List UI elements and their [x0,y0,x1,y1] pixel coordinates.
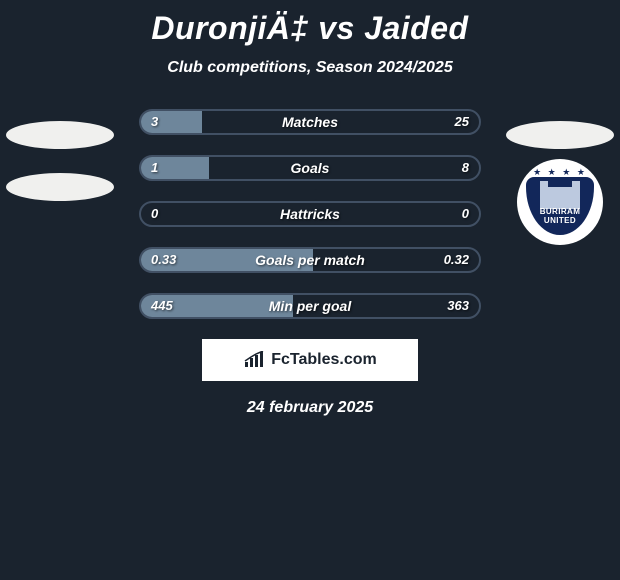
stat-bar-goals-per-match: 0.330.32Goals per match [139,247,481,273]
chart-icon [243,351,265,369]
buriram-crest: ★ ★ ★ ★ BURIRAM UNITED [517,159,603,245]
crest-building-icon [540,187,580,209]
stat-bar-hattricks: 00Hattricks [139,201,481,227]
crest-shield: BURIRAM UNITED [526,177,594,235]
stat-label: Goals per match [141,249,479,271]
footer-date: 24 february 2025 [0,399,620,417]
page-title: DuronjiÄ‡ vs Jaided [0,0,620,47]
comparison-bars: 325Matches 18Goals 00Hattricks 0.330.32Goal… [139,109,481,319]
right-player-badges: ★ ★ ★ ★ BURIRAM UNITED [500,109,620,245]
stat-bar-matches: 325Matches [139,109,481,135]
comparison-content: ★ ★ ★ ★ BURIRAM UNITED 325Matches 18Goals… [0,109,620,319]
brand-box: FcTables.com [202,339,418,381]
stat-label: Matches [141,111,479,133]
left-badge-oval-1 [6,121,114,149]
stat-label: Min per goal [141,295,479,317]
stat-label: Goals [141,157,479,179]
left-player-badges [0,109,120,201]
crest-club-name: BURIRAM UNITED [526,207,594,225]
stat-label: Hattricks [141,203,479,225]
brand-text: FcTables.com [271,351,377,369]
left-badge-oval-2 [6,173,114,201]
stat-bar-goals: 18Goals [139,155,481,181]
page-subtitle: Club competitions, Season 2024/2025 [0,59,620,77]
stat-bar-min-per-goal: 445363Min per goal [139,293,481,319]
right-badge-oval [506,121,614,149]
